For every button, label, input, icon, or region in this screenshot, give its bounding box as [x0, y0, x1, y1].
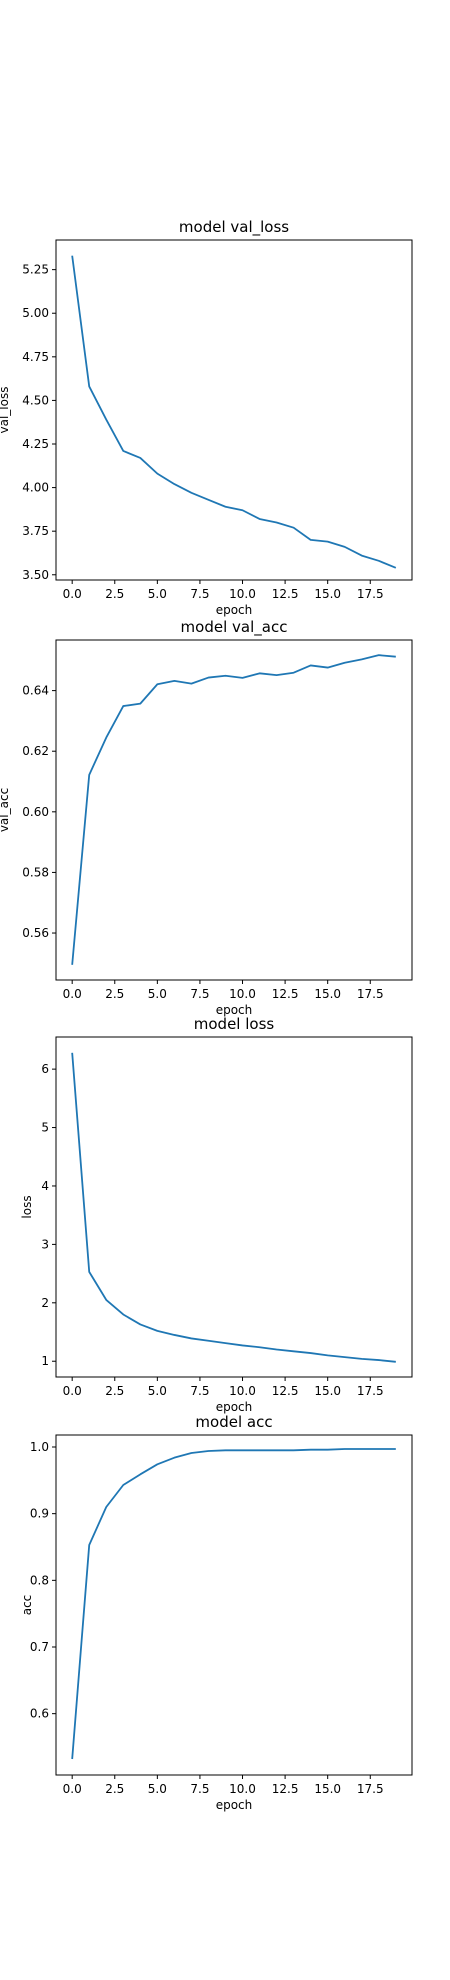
- x-tick-label: 7.5: [190, 987, 209, 1001]
- chart-panel: model val_acc 0.0 2.5 5.0 7.5 10.0 12.5 15.0 17.…: [0, 618, 413, 1017]
- x-tick-label: 5.0: [148, 987, 167, 1001]
- y-tick-label: 4.00: [22, 481, 49, 495]
- x-tick-label: 5.0: [148, 1782, 167, 1796]
- y-tick-label: 2: [41, 1296, 49, 1310]
- chart-panel: model acc 0.0 2.5 5.0 7.5 10.0 12.5 15.0 17.5 0.6…: [20, 1413, 413, 1812]
- y-tick-label: 0.60: [22, 805, 49, 819]
- x-tick-label: 7.5: [190, 587, 209, 601]
- x-tick-label: 12.5: [272, 1782, 299, 1796]
- y-tick-label: 4.50: [22, 393, 49, 407]
- y-axis-label: val_acc: [0, 788, 11, 832]
- plot-frame: [55, 1434, 413, 1776]
- y-tick-label: 0.7: [30, 1640, 49, 1654]
- x-axis-label: epoch: [216, 1003, 253, 1017]
- y-tick-label: 0.62: [22, 744, 49, 758]
- x-tick-label: 10.0: [229, 1782, 256, 1796]
- y-axis-label: acc: [20, 1595, 34, 1616]
- y-axis-label: val_loss: [0, 387, 11, 434]
- x-tick-label: 10.0: [229, 587, 256, 601]
- y-tick-label: 5.25: [22, 263, 49, 277]
- y-tick-label: 4.25: [22, 437, 49, 451]
- x-tick-label: 7.5: [190, 1782, 209, 1796]
- y-tick-label: 6: [41, 1062, 49, 1076]
- y-tick-label: 1.0: [30, 1440, 49, 1454]
- x-tick-label: 2.5: [105, 987, 124, 1001]
- y-axis-label: loss: [20, 1195, 34, 1218]
- y-tick-label: 0.8: [30, 1573, 49, 1587]
- x-tick-label: 12.5: [272, 987, 299, 1001]
- plot-frame: [55, 239, 413, 581]
- chart-panel: model loss 0.0 2.5 5.0 7.5 10.0 12.5 15.0 17.5 1 2…: [20, 1015, 413, 1414]
- x-tick-label: 2.5: [105, 587, 124, 601]
- y-tick-label: 1: [41, 1354, 49, 1368]
- chart-title: model val_acc: [181, 618, 288, 637]
- y-tick-label: 0.58: [22, 865, 49, 879]
- x-tick-label: 15.0: [314, 1384, 341, 1398]
- x-tick-label: 17.5: [357, 1384, 384, 1398]
- x-tick-label: 5.0: [148, 587, 167, 601]
- series-line: [71, 1052, 396, 1363]
- x-tick-label: 0.0: [63, 587, 82, 601]
- x-tick-label: 12.5: [272, 1384, 299, 1398]
- plot-frame: [55, 639, 413, 981]
- x-tick-label: 2.5: [105, 1782, 124, 1796]
- x-tick-label: 7.5: [190, 1384, 209, 1398]
- y-tick-label: 3.75: [22, 524, 49, 538]
- x-tick-label: 15.0: [314, 1782, 341, 1796]
- y-tick-label: 0.64: [22, 684, 49, 698]
- y-tick-label: 0.9: [30, 1507, 49, 1521]
- chart-panel: model val_loss 0.0 2.5 5.0 7.5 10.0 12.5 15.0 17…: [0, 218, 413, 617]
- x-tick-label: 17.5: [357, 987, 384, 1001]
- x-tick-label: 15.0: [314, 587, 341, 601]
- x-axis-label: epoch: [216, 1400, 253, 1414]
- x-tick-label: 12.5: [272, 587, 299, 601]
- x-tick-label: 5.0: [148, 1384, 167, 1398]
- x-tick-label: 15.0: [314, 987, 341, 1001]
- x-tick-label: 0.0: [63, 1782, 82, 1796]
- x-axis-label: epoch: [216, 603, 253, 617]
- x-axis-label: epoch: [216, 1798, 253, 1812]
- y-tick-label: 4.75: [22, 350, 49, 364]
- plot-frame: [55, 1036, 413, 1378]
- y-tick-label: 0.56: [22, 926, 49, 940]
- x-tick-label: 0.0: [63, 987, 82, 1001]
- y-tick-label: 5.00: [22, 306, 49, 320]
- x-tick-label: 17.5: [357, 587, 384, 601]
- x-tick-label: 0.0: [63, 1384, 82, 1398]
- x-tick-label: 10.0: [229, 1384, 256, 1398]
- series-line: [71, 654, 396, 965]
- x-tick-label: 2.5: [105, 1384, 124, 1398]
- series-line: [71, 255, 397, 569]
- y-tick-label: 4: [41, 1179, 49, 1193]
- y-tick-label: 5: [41, 1121, 49, 1135]
- x-tick-label: 10.0: [229, 987, 256, 1001]
- chart-title: model loss: [194, 1015, 275, 1033]
- x-tick-label: 17.5: [357, 1782, 384, 1796]
- chart-title: model acc: [195, 1413, 272, 1431]
- y-tick-label: 0.6: [30, 1707, 49, 1721]
- series-line: [71, 1448, 396, 1760]
- y-tick-label: 3: [41, 1237, 49, 1251]
- chart-title: model val_loss: [179, 218, 289, 237]
- y-tick-label: 3.50: [22, 568, 49, 582]
